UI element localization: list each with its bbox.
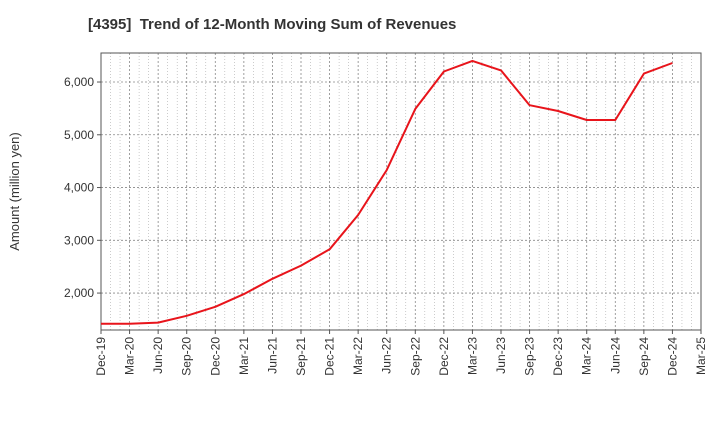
x-tick-label: Sep-23 bbox=[523, 337, 537, 376]
x-tick-label: Jun-21 bbox=[265, 337, 279, 374]
x-tick-label: Jun-22 bbox=[380, 337, 394, 374]
x-tick-label: Sep-20 bbox=[180, 337, 194, 376]
x-axis: Dec-19 Mar-20 Jun-20 Sep-20 Dec-20 Mar-21 Jun-… bbox=[94, 330, 708, 376]
plot-frame bbox=[100, 52, 702, 331]
x-tick-label: Sep-24 bbox=[637, 337, 651, 376]
x-tick-label: Dec-22 bbox=[437, 337, 451, 376]
x-tick-label: Dec-19 bbox=[94, 337, 108, 376]
x-tick-label: Jun-23 bbox=[494, 337, 508, 374]
series-layer bbox=[101, 59, 673, 325]
y-tick-label: 6,000 bbox=[64, 75, 94, 89]
y-tick-label: 3,000 bbox=[64, 233, 94, 247]
x-tick-label: Sep-22 bbox=[408, 337, 422, 376]
x-tick-label: Sep-21 bbox=[294, 337, 308, 376]
x-tick-label: Mar-24 bbox=[580, 337, 594, 375]
y-tick-label: 4,000 bbox=[64, 181, 94, 195]
x-tick-label: Mar-25 bbox=[694, 337, 708, 375]
x-tick-label: Dec-20 bbox=[208, 337, 222, 376]
y-tick-label: 2,000 bbox=[64, 286, 94, 300]
y-axis-title: Amount (million yen) bbox=[7, 132, 22, 251]
x-tick-label: Dec-21 bbox=[323, 337, 337, 376]
x-tick-label: Dec-23 bbox=[551, 337, 565, 376]
x-tick-label: Mar-22 bbox=[351, 337, 365, 375]
x-tick-label: Mar-21 bbox=[237, 337, 251, 375]
x-tick-label: Jun-24 bbox=[608, 337, 622, 374]
grid-lines bbox=[101, 53, 701, 330]
x-tick-label: Dec-24 bbox=[665, 337, 679, 376]
x-tick-label: Mar-20 bbox=[123, 337, 137, 375]
x-tick-label: Jun-20 bbox=[151, 337, 165, 374]
x-tick-label: Mar-23 bbox=[465, 337, 479, 375]
series-line bbox=[101, 59, 673, 325]
y-axis: 2,000 3,000 4,000 5,000 6,000 bbox=[64, 75, 101, 300]
y-tick-label: 5,000 bbox=[64, 128, 94, 142]
chart-title: [4395] Trend of 12-Month Moving Sum of R… bbox=[88, 16, 457, 33]
